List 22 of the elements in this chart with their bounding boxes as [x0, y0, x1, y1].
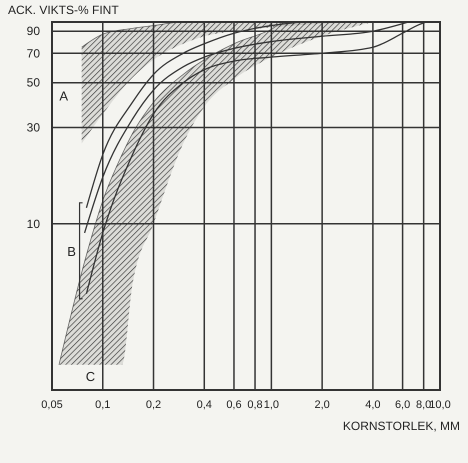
x-tick-label: 0,4	[196, 399, 212, 411]
y-tick-label: 10	[26, 216, 40, 231]
x-tick-label: 6,0	[394, 399, 410, 411]
x-tick-label: 1,0	[264, 399, 280, 411]
annotation: B	[67, 244, 76, 259]
x-tick-label: 2,0	[314, 399, 330, 411]
y-tick-label: 50	[26, 76, 40, 90]
x-tick-label: 0,2	[146, 399, 162, 411]
x-tick-label: 10,0	[429, 399, 451, 411]
y-tick-label: 90	[26, 24, 40, 38]
x-tick-label: 8,0	[416, 399, 432, 411]
x-tick-label: 0,05	[41, 399, 63, 411]
annotation: A	[59, 88, 68, 104]
y-axis-title: ACK. VIKTS-% FINT	[8, 3, 120, 17]
annotation: C	[86, 368, 96, 384]
x-axis-title: KORNSTORLEK, MM	[342, 419, 460, 433]
x-tick-label: 4,0	[365, 399, 381, 411]
y-tick-label: 70	[26, 46, 40, 60]
x-tick-label: 0,8	[247, 399, 263, 411]
x-tick-label: 0,6	[226, 399, 242, 411]
x-tick-label: 0,1	[95, 399, 110, 411]
y-tick-label: 30	[26, 120, 40, 134]
